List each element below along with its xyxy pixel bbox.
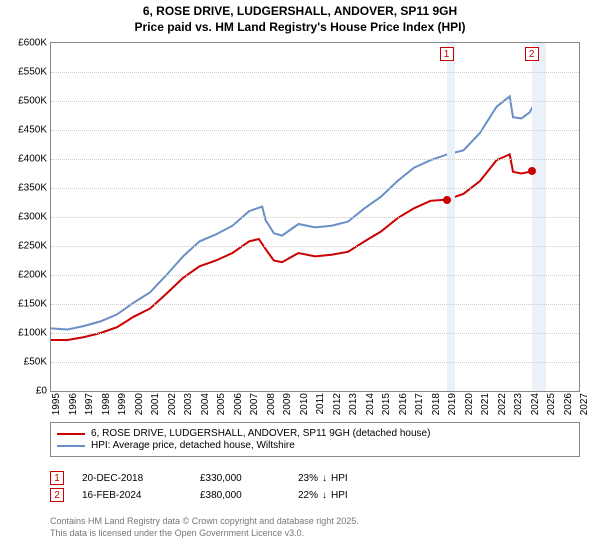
x-axis-label: 2024 bbox=[530, 393, 541, 415]
sale-marker-box: 2 bbox=[525, 47, 539, 61]
x-axis-label: 2027 bbox=[579, 393, 590, 415]
title-subtitle: Price paid vs. HM Land Registry's House … bbox=[0, 20, 600, 36]
footer-licence: This data is licensed under the Open Gov… bbox=[50, 528, 580, 540]
gridline bbox=[51, 72, 579, 73]
sale-index-box: 1 bbox=[50, 471, 64, 485]
y-axis-label: £0 bbox=[36, 386, 47, 397]
sale-diff: 23% ↓ HPI bbox=[298, 473, 348, 484]
x-axis-label: 1997 bbox=[84, 393, 95, 415]
legend-label: 6, ROSE DRIVE, LUDGERSHALL, ANDOVER, SP1… bbox=[91, 428, 430, 439]
sale-diff-label: HPI bbox=[331, 490, 348, 501]
legend-label: HPI: Average price, detached house, Wilt… bbox=[91, 440, 295, 451]
sales-table: 1 20-DEC-2018 £330,000 23% ↓ HPI 2 16-FE… bbox=[50, 468, 580, 505]
gridline bbox=[51, 275, 579, 276]
x-axis-label: 2016 bbox=[398, 393, 409, 415]
x-axis-label: 2002 bbox=[167, 393, 178, 415]
gridline bbox=[51, 159, 579, 160]
legend-item: HPI: Average price, detached house, Wilt… bbox=[57, 440, 573, 451]
x-axis-label: 2006 bbox=[233, 393, 244, 415]
series-price_paid bbox=[51, 154, 546, 340]
y-axis-label: £100K bbox=[18, 328, 47, 339]
footer-copyright: Contains HM Land Registry data © Crown c… bbox=[50, 516, 580, 528]
legend-swatch bbox=[57, 433, 85, 435]
sale-diff-pct: 22% bbox=[298, 490, 318, 501]
sale-price: £330,000 bbox=[200, 473, 280, 484]
gridline bbox=[51, 130, 579, 131]
x-axis-label: 2025 bbox=[546, 393, 557, 415]
footer: Contains HM Land Registry data © Crown c… bbox=[50, 516, 580, 539]
gridline bbox=[51, 362, 579, 363]
x-axis-label: 2026 bbox=[563, 393, 574, 415]
x-axis-label: 2007 bbox=[249, 393, 260, 415]
y-axis-label: £250K bbox=[18, 241, 47, 252]
sale-marker-dot bbox=[443, 196, 451, 204]
y-axis-label: £550K bbox=[18, 67, 47, 78]
sale-marker-box: 1 bbox=[440, 47, 454, 61]
x-axis-label: 2015 bbox=[381, 393, 392, 415]
x-axis-label: 2011 bbox=[315, 393, 326, 415]
gridline bbox=[51, 101, 579, 102]
sale-diff: 22% ↓ HPI bbox=[298, 490, 348, 501]
down-arrow-icon: ↓ bbox=[322, 473, 327, 484]
root: 6, ROSE DRIVE, LUDGERSHALL, ANDOVER, SP1… bbox=[0, 0, 600, 560]
x-axis-label: 2009 bbox=[282, 393, 293, 415]
x-axis-label: 1995 bbox=[51, 393, 62, 415]
y-axis-label: £500K bbox=[18, 96, 47, 107]
x-axis-label: 1996 bbox=[68, 393, 79, 415]
sale-row: 2 16-FEB-2024 £380,000 22% ↓ HPI bbox=[50, 488, 580, 502]
sale-date: 16-FEB-2024 bbox=[82, 490, 182, 501]
legend-swatch bbox=[57, 445, 85, 447]
y-axis-label: £150K bbox=[18, 299, 47, 310]
x-axis-label: 2023 bbox=[513, 393, 524, 415]
gridline bbox=[51, 188, 579, 189]
x-axis-label: 2022 bbox=[497, 393, 508, 415]
x-axis-label: 2021 bbox=[480, 393, 491, 415]
x-axis-label: 2018 bbox=[431, 393, 442, 415]
y-axis-label: £200K bbox=[18, 270, 47, 281]
sale-index-box: 2 bbox=[50, 488, 64, 502]
gridline bbox=[51, 304, 579, 305]
x-axis-label: 2004 bbox=[200, 393, 211, 415]
gridline bbox=[51, 217, 579, 218]
x-axis-label: 1999 bbox=[117, 393, 128, 415]
legend-box: 6, ROSE DRIVE, LUDGERSHALL, ANDOVER, SP1… bbox=[50, 422, 580, 457]
x-axis-label: 2020 bbox=[464, 393, 475, 415]
x-axis-label: 2005 bbox=[216, 393, 227, 415]
y-axis-label: £400K bbox=[18, 154, 47, 165]
x-axis-label: 2012 bbox=[332, 393, 343, 415]
x-axis-label: 2008 bbox=[266, 393, 277, 415]
x-axis-label: 2019 bbox=[447, 393, 458, 415]
x-axis-label: 2013 bbox=[348, 393, 359, 415]
x-axis-label: 1998 bbox=[101, 393, 112, 415]
sale-diff-pct: 23% bbox=[298, 473, 318, 484]
y-axis-label: £350K bbox=[18, 183, 47, 194]
y-axis-label: £600K bbox=[18, 38, 47, 49]
gridline bbox=[51, 246, 579, 247]
title-address: 6, ROSE DRIVE, LUDGERSHALL, ANDOVER, SP1… bbox=[0, 4, 600, 20]
x-axis-label: 2014 bbox=[365, 393, 376, 415]
title-block: 6, ROSE DRIVE, LUDGERSHALL, ANDOVER, SP1… bbox=[0, 0, 600, 37]
x-axis-label: 2003 bbox=[183, 393, 194, 415]
y-axis-label: £300K bbox=[18, 212, 47, 223]
y-axis-label: £450K bbox=[18, 125, 47, 136]
down-arrow-icon: ↓ bbox=[322, 490, 327, 501]
x-axis-label: 2017 bbox=[414, 393, 425, 415]
sale-diff-label: HPI bbox=[331, 473, 348, 484]
x-axis-label: 2010 bbox=[299, 393, 310, 415]
sale-row: 1 20-DEC-2018 £330,000 23% ↓ HPI bbox=[50, 471, 580, 485]
x-axis-label: 2000 bbox=[134, 393, 145, 415]
sale-marker-dot bbox=[528, 167, 536, 175]
y-axis-label: £50K bbox=[24, 357, 47, 368]
x-axis-label: 2001 bbox=[150, 393, 161, 415]
chart-area: £0£50K£100K£150K£200K£250K£300K£350K£400… bbox=[50, 42, 580, 392]
legend-item: 6, ROSE DRIVE, LUDGERSHALL, ANDOVER, SP1… bbox=[57, 428, 573, 439]
sale-date: 20-DEC-2018 bbox=[82, 473, 182, 484]
sale-price: £380,000 bbox=[200, 490, 280, 501]
gridline bbox=[51, 333, 579, 334]
